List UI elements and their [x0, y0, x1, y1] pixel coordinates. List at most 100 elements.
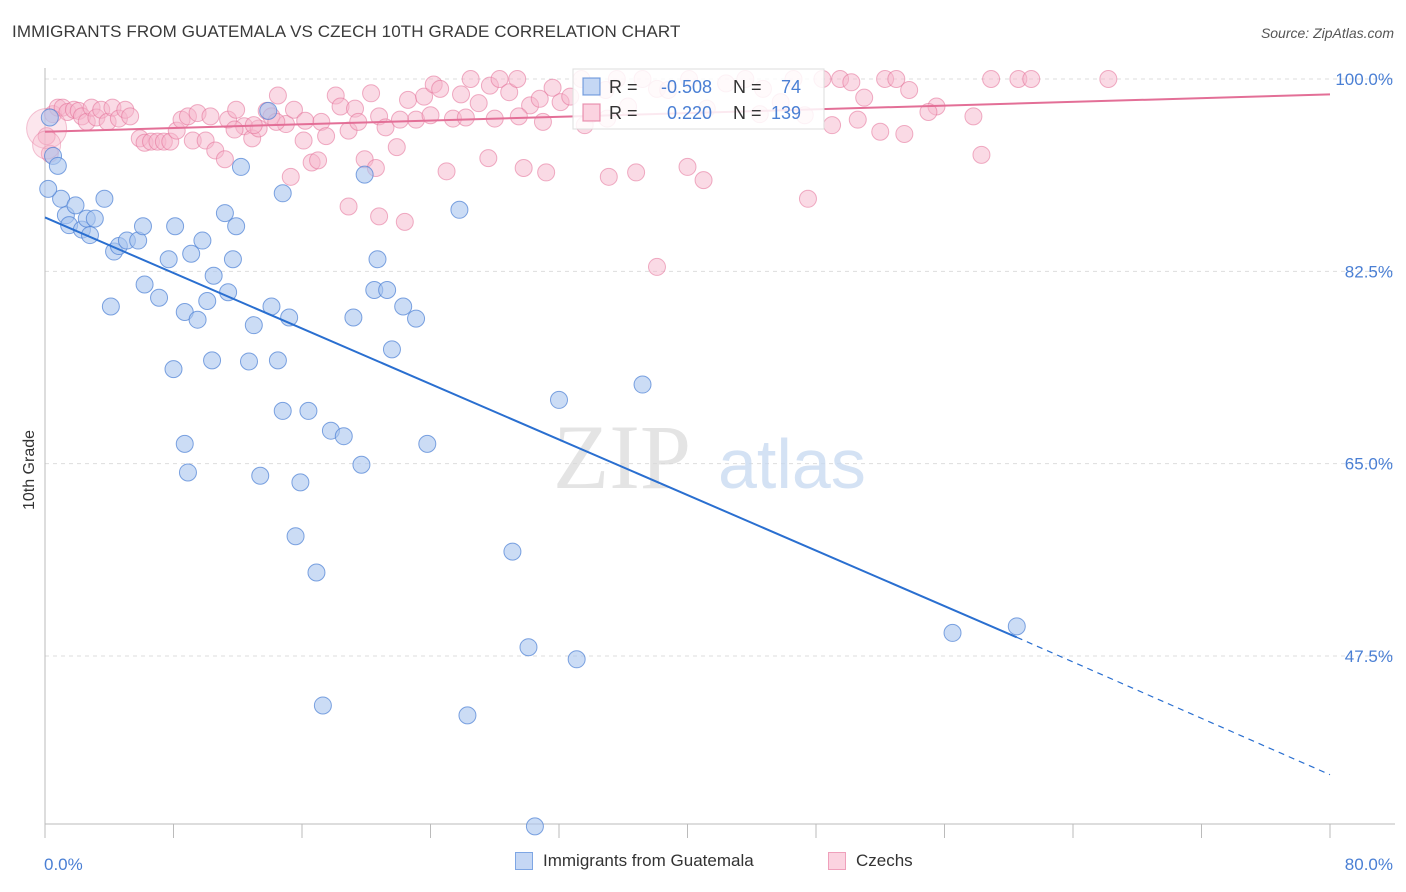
czechs-point [798, 189, 817, 208]
czechs-point [530, 89, 549, 108]
czechs-point [456, 108, 475, 127]
guatemala-point [503, 542, 522, 561]
czechs-point [399, 90, 418, 109]
czechs-point [895, 124, 914, 143]
guatemala-point [178, 463, 197, 482]
guatemala-point [943, 623, 962, 642]
czechs-point [227, 100, 246, 119]
guatemala-point [519, 638, 538, 657]
czechs-point [461, 70, 480, 88]
guatemala-point [382, 340, 401, 359]
czechs-point [599, 167, 618, 186]
czechs-point [309, 151, 328, 170]
guatemala-point [227, 217, 246, 236]
czechs-point [855, 88, 874, 107]
czechs-points [26, 70, 1118, 276]
guatemala-points [39, 101, 1026, 836]
czechs-point [627, 163, 646, 182]
correlation-swatch [582, 77, 601, 96]
x-tick-label-min: 0.0% [44, 855, 83, 874]
watermark-atlas: atlas [718, 425, 866, 503]
guatemala-point [291, 473, 310, 492]
czechs-point [469, 94, 488, 113]
czechs-point [887, 70, 906, 88]
czechs-point [362, 84, 381, 103]
guatemala-point [334, 427, 353, 446]
correlation-swatch [582, 103, 601, 122]
guatemala-point [203, 351, 222, 370]
czechs-point [479, 149, 498, 168]
czechs-point [281, 167, 300, 186]
czechs-point [376, 118, 395, 137]
guatemala-point [299, 401, 318, 420]
guatemala-point [175, 434, 194, 453]
r-value: 0.220 [667, 103, 712, 123]
r-value: -0.508 [661, 77, 712, 97]
guatemala-point [223, 250, 242, 269]
guatemala-point [198, 292, 217, 311]
guatemala-point [39, 179, 58, 198]
czechs-point [514, 159, 533, 178]
guatemala-point [355, 165, 374, 184]
guatemala-point [394, 297, 413, 316]
czechs-point [201, 107, 220, 126]
watermark: ZIP atlas [553, 406, 866, 508]
guatemala-point [215, 204, 234, 223]
guatemala-point [458, 706, 477, 725]
x-tick-labels: 0.0% 80.0% [44, 855, 1393, 874]
n-label: N = [733, 103, 762, 123]
r-label: R = [609, 103, 638, 123]
n-label: N = [733, 77, 762, 97]
czechs-point [823, 116, 842, 135]
guatemala-point [418, 434, 437, 453]
guatemala-trend-extension [1016, 636, 1331, 776]
czechs-point [543, 78, 562, 97]
correlation-legend-box [572, 68, 825, 130]
n-value: 74 [781, 77, 801, 97]
czechs-point [215, 150, 234, 169]
legend-swatch-blue [515, 852, 533, 870]
czechs-point [437, 162, 456, 181]
guatemala-point [239, 352, 258, 371]
guatemala-point [66, 196, 85, 215]
czechs-point [848, 110, 867, 129]
x-tick-label-max: 80.0% [1345, 855, 1393, 874]
guatemala-point [244, 316, 263, 335]
guatemala-point [268, 351, 287, 370]
czechs-point [509, 107, 528, 126]
guatemala-point [550, 390, 568, 409]
czechs-point [415, 87, 434, 106]
czechs-point [919, 102, 938, 121]
guatemala-point [40, 108, 59, 127]
y-tick-label: 82.5% [1345, 262, 1393, 281]
czechs-point [694, 171, 713, 190]
czechs-point [900, 80, 919, 99]
legend-item-czechs: Czechs [828, 851, 913, 871]
czechs-point [390, 110, 409, 129]
legend-item-guatemala: Immigrants from Guatemala [515, 851, 754, 871]
guatemala-point [259, 101, 278, 120]
czechs-point [972, 145, 991, 164]
legend-swatch-pink [828, 852, 846, 870]
czechs-point [982, 70, 1001, 88]
czechs-point [537, 163, 556, 182]
guatemala-point [231, 157, 250, 176]
czechs-point [842, 73, 861, 92]
guatemala-point [368, 250, 387, 269]
y-tick-label: 65.0% [1345, 455, 1393, 474]
guatemala-point [1007, 617, 1026, 636]
czechs-point [1099, 70, 1118, 88]
y-tick-label: 100.0% [1335, 70, 1393, 89]
correlation-legend: R = -0.508 N = 74 R = 0.220 N = 139 [572, 68, 825, 130]
czechs-point [294, 131, 313, 150]
guatemala-point [567, 650, 586, 669]
r-label: R = [609, 77, 638, 97]
czechs-point [964, 107, 983, 126]
guatemala-point [407, 309, 426, 328]
guatemala-point [101, 297, 120, 316]
guatemala-point [273, 184, 292, 203]
guatemala-point [286, 527, 305, 546]
czechs-point [533, 112, 552, 131]
guatemala-point [135, 275, 154, 294]
